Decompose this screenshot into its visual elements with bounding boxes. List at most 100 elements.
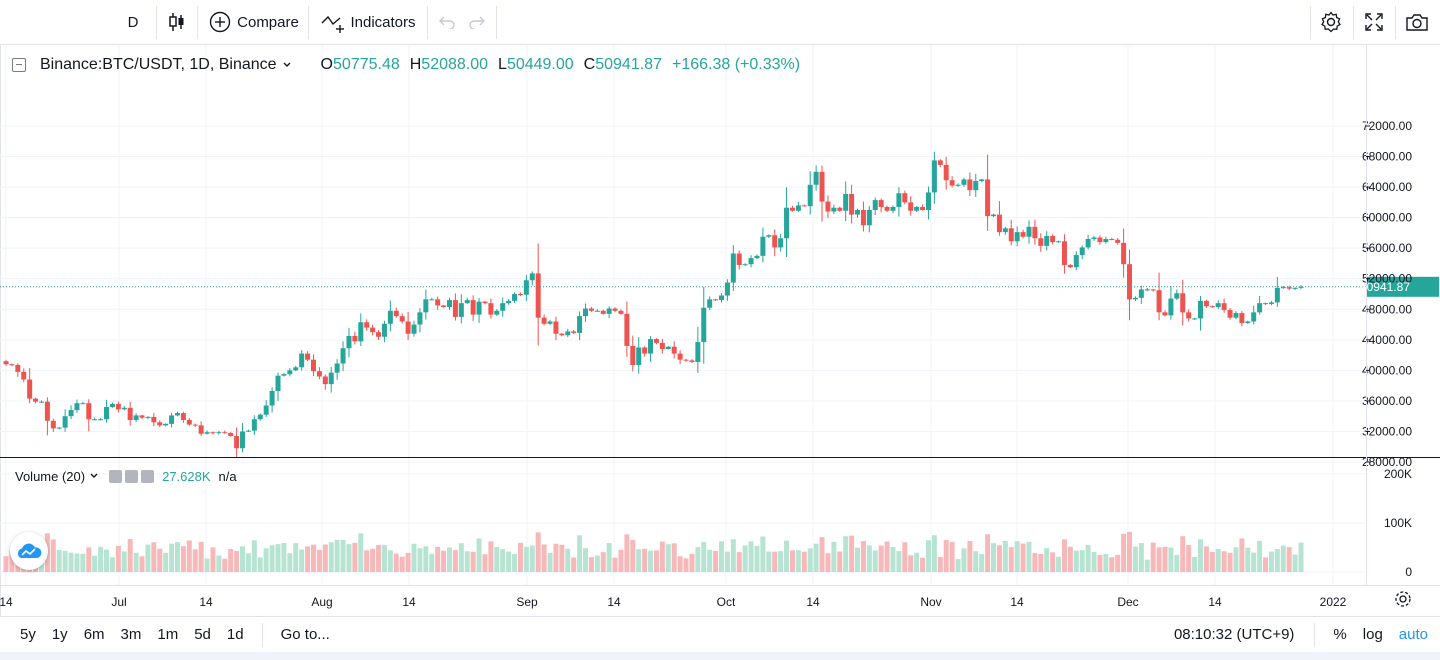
range-5d-button[interactable]: 5d	[194, 626, 211, 643]
volume-bar	[352, 542, 358, 572]
redo-button[interactable]	[464, 0, 490, 44]
fullscreen-button[interactable]	[1355, 0, 1393, 44]
candle-body	[754, 255, 760, 259]
candle-body	[849, 193, 855, 215]
volume-bar	[80, 553, 86, 572]
interval-button[interactable]: D	[110, 0, 156, 44]
volume-title[interactable]: Volume (20)	[15, 468, 86, 484]
range-1d-button[interactable]: 1d	[226, 626, 244, 643]
volume-bar	[145, 544, 151, 572]
candle-body	[269, 390, 275, 406]
volume-bar	[1032, 553, 1038, 572]
volume-bar	[630, 539, 636, 572]
volume-bar	[9, 550, 15, 572]
volume-bar	[878, 545, 884, 572]
candle-body	[577, 316, 583, 333]
gear-icon[interactable]	[125, 469, 139, 483]
candle-body	[1056, 241, 1062, 243]
volume-bar	[216, 555, 222, 572]
candle-body	[216, 432, 222, 434]
candle-body	[1020, 232, 1026, 237]
candle-body	[281, 374, 287, 376]
volume-bar	[1274, 549, 1280, 572]
candle-body	[174, 413, 180, 416]
volume-bar	[600, 552, 606, 572]
volume-bar	[346, 544, 352, 572]
log-toggle[interactable]: log	[1362, 626, 1383, 643]
range-3m-button[interactable]: 3m	[120, 626, 142, 643]
volume-bar	[813, 543, 819, 572]
volume-bar	[74, 553, 80, 572]
candle-body	[80, 403, 86, 405]
clock[interactable]: 08:10:32 (UTC+9)	[1173, 626, 1295, 643]
snapshot-button[interactable]	[1397, 0, 1437, 44]
candle-body	[1263, 303, 1269, 305]
volume-bar	[795, 550, 801, 572]
candle-body	[736, 253, 742, 265]
volume-bar	[512, 553, 518, 572]
volume-bar	[1162, 546, 1168, 572]
candle-body	[925, 192, 931, 210]
volume-bar	[996, 545, 1002, 572]
chevron-down-icon[interactable]	[281, 60, 293, 70]
candle-body	[1215, 303, 1221, 307]
volume-bar	[186, 540, 192, 572]
undo-button[interactable]	[434, 0, 460, 44]
indicators-button[interactable]: Indicators	[316, 0, 420, 44]
volume-bar	[275, 544, 281, 572]
change-value: +166.38 (+0.33%)	[671, 56, 801, 73]
volume-bars	[3, 531, 1304, 572]
close-icon[interactable]	[141, 469, 155, 483]
price-chart[interactable]: 50941.87 28000.00 32000.00 36000.00 40000.0…	[0, 45, 1440, 616]
volume-bar	[334, 539, 340, 572]
price-tick-label: 60000.00	[1362, 211, 1412, 225]
settings-button[interactable]	[1312, 0, 1350, 44]
range-1m-button[interactable]: 1m	[157, 626, 179, 643]
tradingview-logo[interactable]	[10, 532, 48, 570]
volume-bar	[376, 545, 382, 572]
volume-bar	[1251, 552, 1257, 572]
volume-bar	[1292, 554, 1298, 572]
range-5y-button[interactable]: 5y	[20, 626, 36, 643]
bottom-divider	[1314, 622, 1316, 647]
plus-circle-icon	[209, 11, 231, 33]
volume-bar	[1168, 547, 1174, 572]
eye-icon[interactable]	[109, 469, 123, 483]
volume-bar	[961, 548, 967, 572]
volume-bar	[636, 549, 642, 572]
candle-body	[1144, 289, 1150, 291]
toolbar-divider	[1310, 6, 1311, 39]
symbol-name[interactable]: Binance:BTC/USDT, 1D, Binance	[40, 56, 277, 73]
toolbar-divider	[1395, 6, 1396, 39]
volume-bar	[222, 558, 228, 572]
candle-body	[15, 365, 21, 372]
volume-bar	[577, 535, 583, 572]
candle-body	[1085, 239, 1091, 248]
symbol-legend: Binance:BTC/USDT, 1D, Binance O50775.48 …	[12, 55, 800, 75]
volume-bar	[890, 546, 896, 572]
candle-body	[996, 214, 1002, 233]
bottom-toolbar: 5y 1y 6m 3m 1m 5d 1d Go to... 08:10:32 (…	[0, 616, 1440, 652]
last-price-badge	[1367, 276, 1439, 297]
candle-body	[961, 179, 967, 185]
go-to-button[interactable]: Go to...	[280, 626, 330, 643]
volume-bar	[127, 539, 133, 572]
percent-toggle[interactable]: %	[1333, 626, 1347, 643]
volume-bar	[476, 538, 482, 572]
compare-button[interactable]: Compare	[204, 0, 304, 44]
candle-body	[186, 420, 192, 425]
volume-bar	[157, 548, 163, 572]
range-1y-button[interactable]: 1y	[51, 626, 68, 643]
volume-bar	[1103, 553, 1109, 572]
candle-body	[979, 179, 985, 181]
collapse-icon[interactable]	[12, 58, 26, 72]
candle-body	[1186, 312, 1192, 319]
candle-body	[1014, 232, 1020, 242]
chevron-down-icon[interactable]	[88, 471, 100, 481]
chart-type-button[interactable]	[158, 0, 196, 44]
range-6m-button[interactable]: 6m	[83, 626, 105, 643]
auto-toggle[interactable]: auto	[1398, 626, 1428, 643]
volume-bar	[884, 541, 890, 572]
volume-bar	[358, 533, 364, 572]
price-tick-label: 56000.00	[1362, 241, 1412, 255]
